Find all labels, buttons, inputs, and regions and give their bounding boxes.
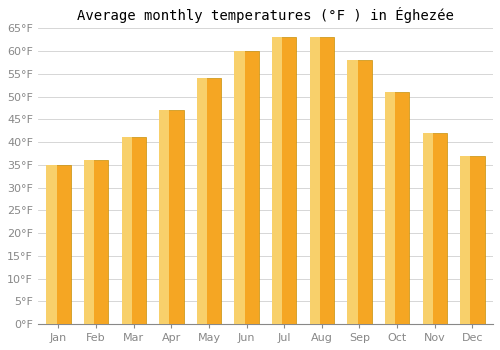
- Bar: [272, 37, 296, 324]
- Bar: [385, 92, 395, 324]
- Bar: [460, 156, 484, 324]
- Bar: [122, 138, 132, 324]
- Bar: [84, 160, 94, 324]
- Bar: [310, 37, 334, 324]
- Bar: [272, 37, 282, 324]
- Bar: [348, 60, 358, 324]
- Bar: [197, 78, 221, 324]
- Bar: [197, 78, 207, 324]
- Bar: [159, 110, 170, 324]
- Bar: [348, 60, 372, 324]
- Bar: [234, 51, 244, 324]
- Bar: [310, 37, 320, 324]
- Bar: [422, 133, 447, 324]
- Bar: [46, 165, 70, 324]
- Bar: [422, 133, 433, 324]
- Title: Average monthly temperatures (°F ) in Éghezée: Average monthly temperatures (°F ) in Ég…: [77, 7, 454, 23]
- Bar: [234, 51, 259, 324]
- Bar: [46, 165, 56, 324]
- Bar: [84, 160, 108, 324]
- Bar: [122, 138, 146, 324]
- Bar: [159, 110, 184, 324]
- Bar: [385, 92, 409, 324]
- Bar: [460, 156, 470, 324]
